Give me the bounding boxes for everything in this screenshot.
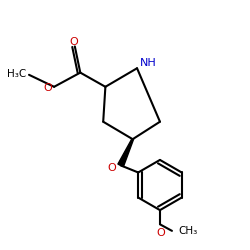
Text: O: O	[69, 37, 78, 47]
Polygon shape	[118, 139, 134, 167]
Text: O: O	[43, 83, 52, 93]
Text: O: O	[107, 163, 116, 173]
Text: CH₃: CH₃	[178, 226, 198, 236]
Text: NH: NH	[140, 58, 157, 68]
Text: O: O	[156, 228, 165, 238]
Text: H₃C: H₃C	[7, 69, 26, 79]
